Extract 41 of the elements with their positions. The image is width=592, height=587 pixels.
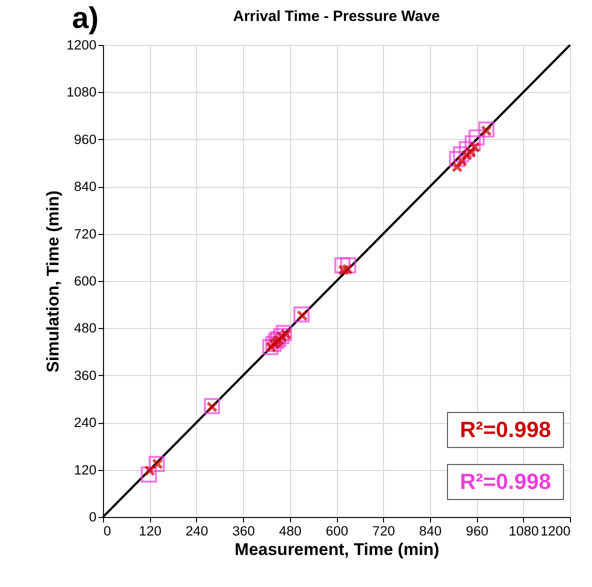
- y-tick-label: 120: [74, 462, 96, 478]
- y-tick-label: 1200: [66, 38, 96, 52]
- y-tick-label: 960: [74, 132, 96, 147]
- x-tick-label: 360: [232, 524, 255, 538]
- point: [293, 306, 310, 323]
- point: [204, 398, 220, 414]
- x-tick-label: 0: [104, 524, 112, 538]
- point: [464, 135, 481, 152]
- y-tick-label: 0: [88, 510, 96, 524]
- x-tick-label: 480: [279, 524, 302, 538]
- text: a): [72, 2, 99, 36]
- annotation: R²=0.998: [446, 412, 564, 448]
- chart-title: Arrival Time - Pressure Wave: [233, 8, 440, 25]
- point: [478, 121, 494, 138]
- y-tick-label: 480: [74, 320, 96, 336]
- point: [449, 150, 466, 168]
- x-tick-label: 120: [138, 524, 162, 538]
- y-tick-label: 240: [74, 415, 96, 430]
- y-axis-title: Simulation, Time (min): [43, 190, 62, 372]
- point: [452, 146, 470, 162]
- annotation: R²=0.998: [446, 464, 564, 500]
- x-tick-label: 1200: [540, 524, 570, 538]
- x-axis-title: Measurement, Time (min): [234, 540, 440, 559]
- x-tick-label: 1080: [508, 524, 539, 538]
- x-tick-label: 840: [419, 524, 442, 538]
- x-tick-label: 720: [372, 524, 395, 538]
- point: [140, 466, 157, 483]
- y-tick-label: 360: [74, 368, 96, 383]
- x-tick-label: 960: [466, 524, 488, 538]
- point: [148, 456, 165, 472]
- point: [458, 141, 475, 158]
- y-tick-label: 1080: [66, 84, 96, 100]
- y-tick-label: 600: [74, 274, 96, 288]
- point: [276, 324, 292, 341]
- y-tick-label: 840: [74, 179, 96, 194]
- point: [451, 161, 463, 173]
- x-tick-label: 240: [186, 524, 208, 538]
- point: [340, 257, 356, 274]
- point: [468, 129, 485, 146]
- y-tick-label: 720: [74, 226, 96, 242]
- x-tick-label: 600: [326, 524, 348, 538]
